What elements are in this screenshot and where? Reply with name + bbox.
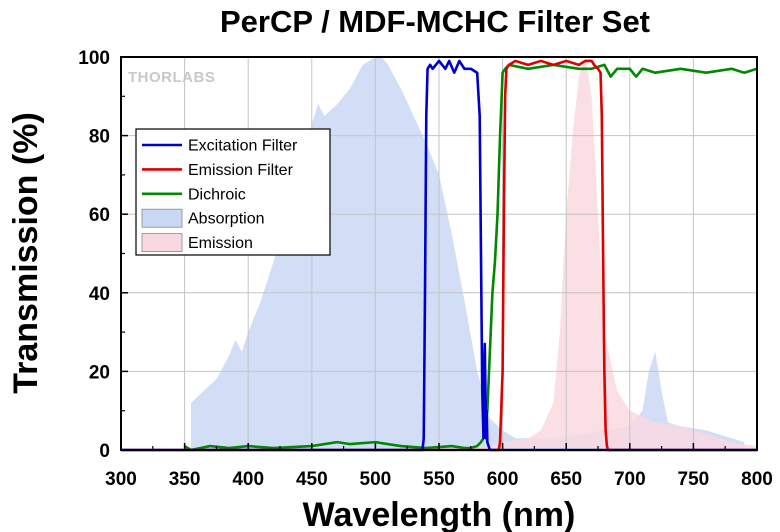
x-axis-label: Wavelength (nm) — [303, 496, 576, 532]
y-tick-label: 40 — [89, 284, 110, 305]
x-tick-label: 750 — [678, 469, 710, 490]
y-tick-label: 100 — [78, 48, 110, 69]
x-tick-labels: 300 350 400 450 500 550 600 650 700 750 800 — [105, 469, 773, 490]
legend-label-excitation-filter: Excitation Filter — [188, 138, 298, 155]
line-series-group — [121, 59, 758, 452]
y-tick-label: 60 — [89, 205, 110, 226]
thorlabs-watermark: THORLABS — [128, 69, 215, 86]
y-tick-label: 0 — [99, 441, 110, 462]
legend-swatch-emission — [141, 233, 183, 253]
y-tick-label: 20 — [89, 362, 110, 383]
series-dichroic-line — [183, 63, 758, 452]
x-tick-label: 500 — [360, 469, 392, 490]
x-tick-label: 550 — [423, 469, 455, 490]
legend-label-emission: Emission — [188, 235, 253, 252]
legend-label-emission-filter: Emission Filter — [188, 162, 294, 179]
y-tick-label: 80 — [89, 127, 110, 148]
x-tick-label: 800 — [741, 469, 773, 490]
legend: Excitation Filter Emission Filter Dichroic… — [135, 128, 331, 256]
series-emission-filter-line — [121, 59, 757, 452]
x-tick-label: 350 — [169, 469, 201, 490]
ticks — [120, 56, 758, 451]
x-tick-label: 300 — [105, 469, 137, 490]
y-tick-labels: 0 20 40 60 80 100 — [78, 48, 110, 462]
x-tick-label: 400 — [232, 469, 264, 490]
x-tick-label: 450 — [296, 469, 328, 490]
legend-label-dichroic: Dichroic — [188, 186, 246, 203]
x-tick-label: 600 — [487, 469, 519, 490]
legend-swatch-absorption — [141, 208, 183, 228]
chart-title: PerCP / MDF-MCHC Filter Set — [220, 4, 650, 39]
y-axis-label: Transmission (%) — [7, 112, 45, 394]
legend-label-absorption: Absorption — [188, 211, 265, 228]
x-tick-label: 650 — [550, 469, 582, 490]
series-emission-area — [477, 57, 757, 450]
x-tick-label: 700 — [614, 469, 646, 490]
series-excitation-filter-line — [121, 59, 757, 452]
